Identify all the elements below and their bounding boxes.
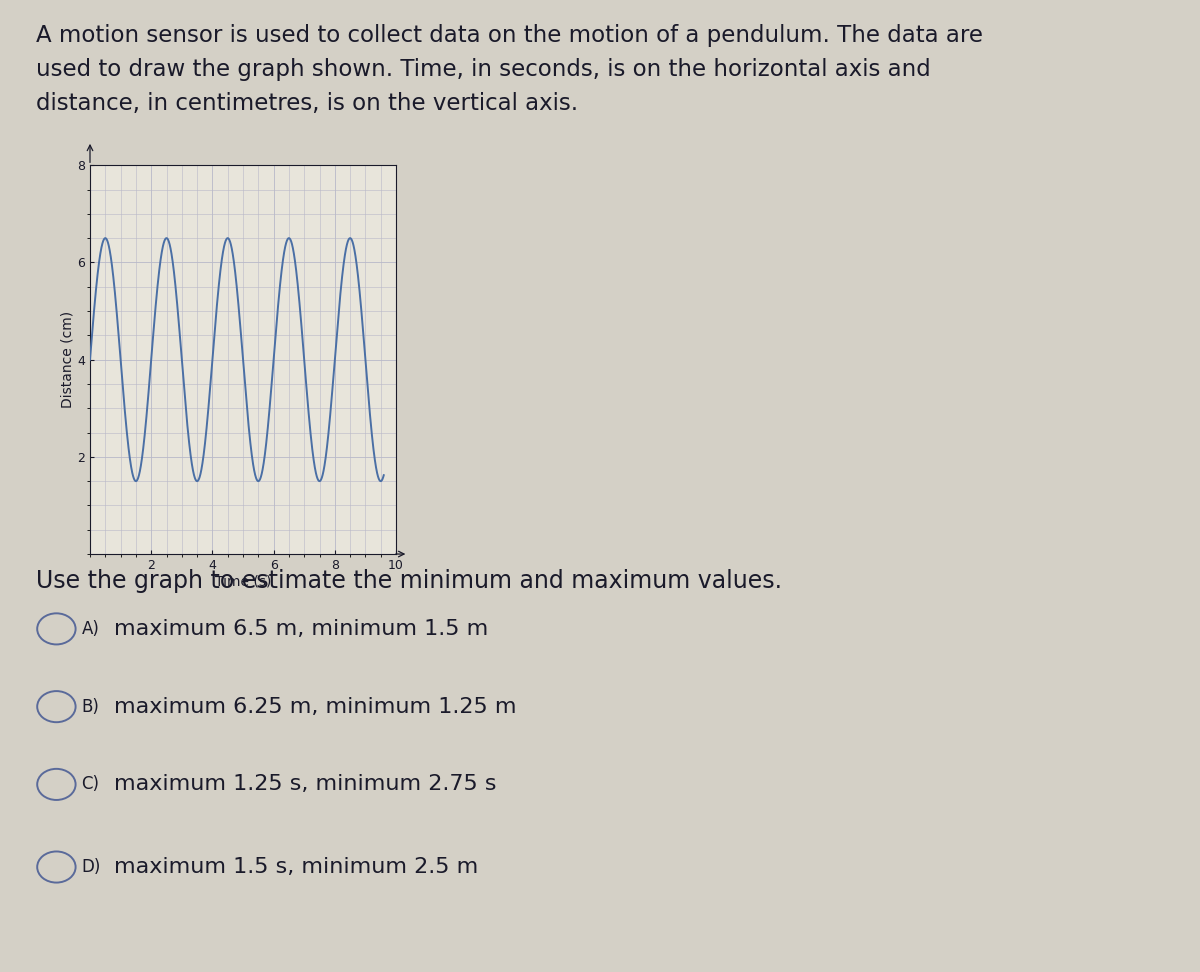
- Text: Use the graph to estimate the minimum and maximum values.: Use the graph to estimate the minimum an…: [36, 569, 782, 593]
- X-axis label: Time (s): Time (s): [215, 574, 271, 589]
- Text: maximum 6.25 m, minimum 1.25 m: maximum 6.25 m, minimum 1.25 m: [114, 697, 516, 716]
- Text: used to draw the graph shown. Time, in seconds, is on the horizontal axis and: used to draw the graph shown. Time, in s…: [36, 58, 931, 82]
- Text: maximum 6.5 m, minimum 1.5 m: maximum 6.5 m, minimum 1.5 m: [114, 619, 488, 639]
- Text: B): B): [82, 698, 100, 715]
- Text: C): C): [82, 776, 100, 793]
- Text: maximum 1.25 s, minimum 2.75 s: maximum 1.25 s, minimum 2.75 s: [114, 775, 497, 794]
- Text: D): D): [82, 858, 101, 876]
- Text: distance, in centimetres, is on the vertical axis.: distance, in centimetres, is on the vert…: [36, 92, 578, 116]
- Text: A motion sensor is used to collect data on the motion of a pendulum. The data ar: A motion sensor is used to collect data …: [36, 24, 983, 48]
- Y-axis label: Distance (cm): Distance (cm): [60, 311, 74, 408]
- Text: maximum 1.5 s, minimum 2.5 m: maximum 1.5 s, minimum 2.5 m: [114, 857, 479, 877]
- Text: A): A): [82, 620, 100, 638]
